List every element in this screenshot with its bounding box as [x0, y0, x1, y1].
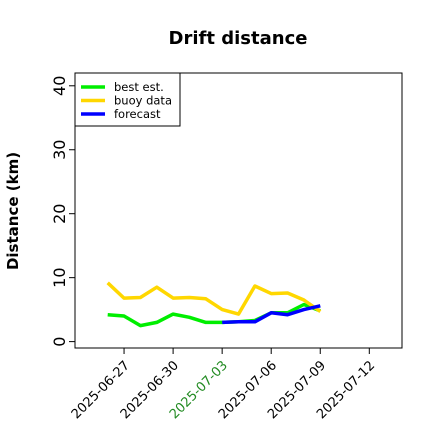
- y-tick-label: 40: [50, 76, 69, 96]
- y-tick-label: 10: [50, 267, 69, 287]
- y-axis-label: Distance (km): [4, 152, 22, 270]
- x-axis-ticks: 2025-06-272025-06-302025-07-032025-07-06…: [69, 348, 378, 422]
- legend-label: best est.: [114, 80, 164, 94]
- chart-title: Drift distance: [169, 28, 308, 49]
- legend-label: buoy data: [114, 94, 172, 108]
- series-layer: [106, 281, 322, 328]
- y-tick-label: 30: [50, 140, 69, 160]
- series-line-forecast: [222, 304, 321, 325]
- legend-label: forecast: [114, 107, 161, 121]
- y-axis-ticks: 0 10 20 30 40: [50, 76, 75, 347]
- y-tick-label: 20: [50, 204, 69, 224]
- plot-area: [74, 72, 403, 349]
- series-line-buoy-data: [106, 281, 322, 316]
- y-tick-label: 0: [50, 337, 69, 347]
